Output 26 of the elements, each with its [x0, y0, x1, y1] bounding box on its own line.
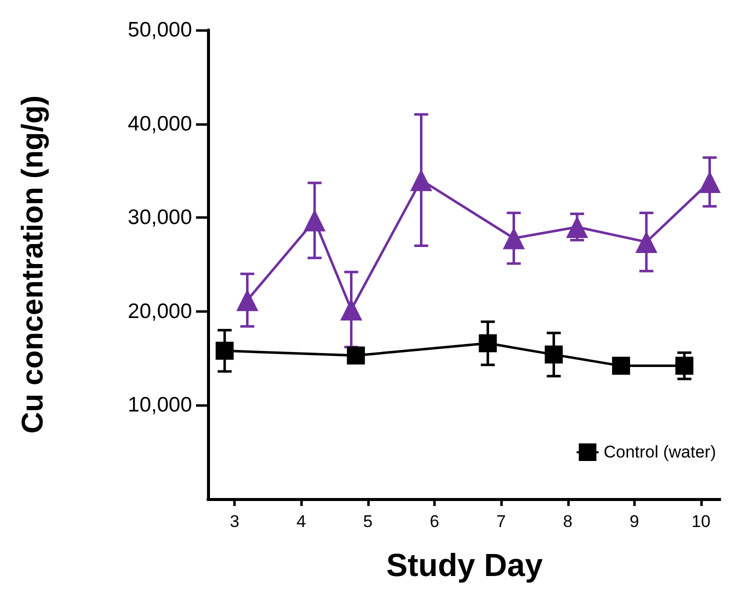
y-tick-label: 40,000	[128, 112, 192, 136]
point	[236, 289, 258, 312]
point	[478, 334, 497, 352]
point	[502, 227, 525, 250]
y-tick-label: 30,000	[128, 206, 192, 230]
legend-label: Control (water)	[604, 442, 716, 462]
x-tick-label: 6	[430, 512, 440, 531]
point	[410, 169, 432, 192]
y-tick-label: 20,000	[128, 300, 192, 323]
x-tick-label: 7	[496, 512, 506, 531]
x-tick-label: 8	[563, 512, 572, 531]
x-tick-label: 5	[363, 512, 373, 531]
x-tick-label: 4	[296, 512, 306, 531]
point	[675, 356, 694, 375]
y-tick-label: 10,000	[128, 394, 192, 417]
point	[304, 209, 326, 232]
point	[216, 342, 234, 360]
x-tick-label: 3	[230, 512, 240, 531]
y-axis-title: Cu concentration (ng/g)	[16, 95, 50, 434]
point	[544, 346, 563, 364]
point	[346, 346, 365, 364]
y-tick-label: 50,000	[128, 18, 192, 42]
x-axis-title: Study Day	[386, 547, 543, 583]
x-tick-label: 9	[630, 512, 640, 531]
point	[612, 356, 630, 375]
x-tick-label: 10	[692, 512, 710, 531]
